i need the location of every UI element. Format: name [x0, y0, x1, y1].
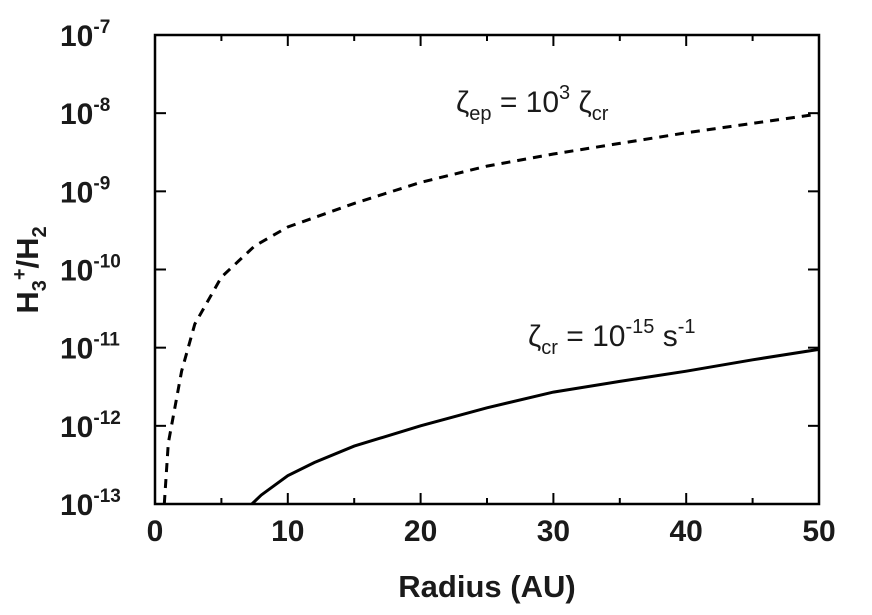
- x-tick-label: 50: [802, 515, 835, 548]
- y-tick-label: 10-8: [60, 95, 110, 131]
- x-tick-label: 0: [147, 515, 164, 548]
- dashed-curve: [162, 112, 820, 505]
- y-tick-label: 10-7: [60, 17, 110, 53]
- x-tick-labels: 0 10 20 30 40 50: [147, 515, 836, 548]
- x-tick-label: 10: [271, 515, 304, 548]
- y-tick-label: 10-9: [60, 173, 110, 209]
- x-tick-label: 20: [404, 515, 437, 548]
- x-tick-label: 40: [670, 515, 703, 548]
- x-tick-label: 30: [537, 515, 570, 548]
- annotation-cr: ζcr = 10-15 s-1: [528, 316, 696, 359]
- y-tick-label: 10-12: [60, 408, 121, 444]
- y-axis-title: H3+/H2: [9, 226, 51, 313]
- y-tick-label: 10-10: [60, 252, 121, 288]
- y-tick-label: 10-13: [60, 486, 121, 522]
- x-axis-title: Radius (AU): [398, 569, 575, 604]
- annotation-ep: ζep = 103 ζcr: [456, 82, 609, 125]
- data-series: [162, 112, 820, 506]
- axis-ticks: [154, 34, 820, 505]
- y-tick-label: 10-11: [60, 330, 120, 366]
- solid-curve: [250, 347, 820, 506]
- y-tick-labels: 10-13 10-12 10-11 10-10 10-9 10-8 10-7: [60, 17, 121, 522]
